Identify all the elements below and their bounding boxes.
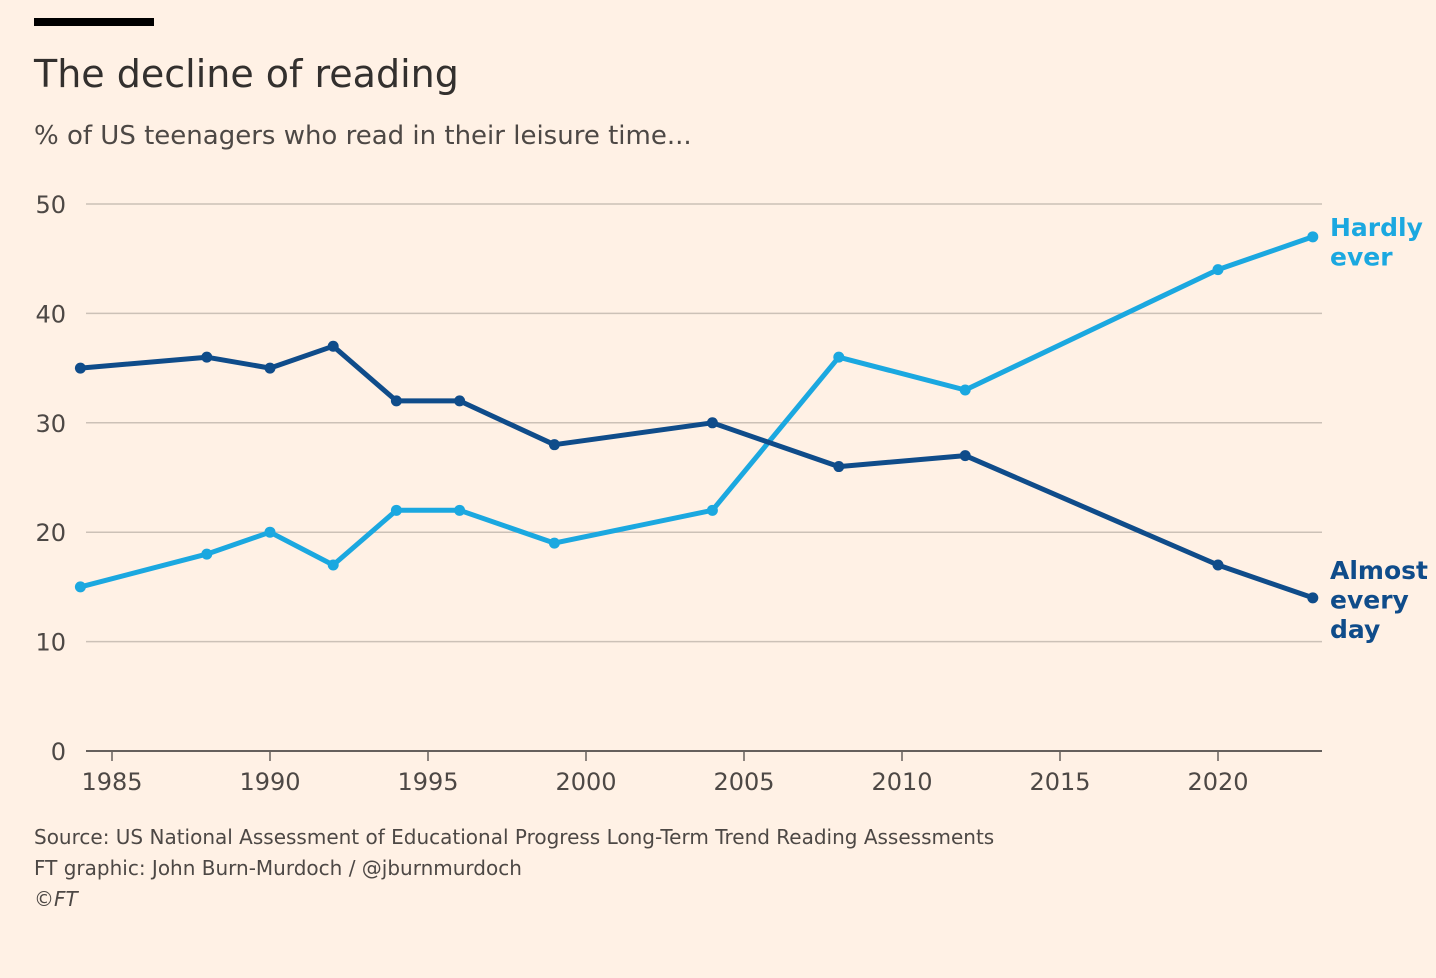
data-point-hardly-ever-1990 [264, 526, 276, 538]
y-tick-label-50: 50 [35, 191, 66, 219]
x-tick-label-1995: 1995 [397, 768, 458, 796]
x-tick-label-2010: 2010 [871, 768, 932, 796]
data-point-hardly-ever-2023 [1307, 231, 1319, 243]
data-point-hardly-ever-1984 [74, 581, 86, 593]
y-tick-label-30: 30 [35, 410, 66, 438]
x-tick-label-2000: 2000 [555, 768, 616, 796]
x-tick-label-1985: 1985 [81, 768, 142, 796]
data-point-almost-every-day-2012 [959, 450, 971, 462]
credit-note: FT graphic: John Burn-Murdoch / @jburnmu… [34, 856, 522, 880]
ft-top-bar [34, 18, 154, 26]
y-tick-label-40: 40 [35, 300, 66, 328]
data-point-almost-every-day-2020 [1212, 559, 1224, 571]
data-point-almost-every-day-1994 [390, 395, 402, 407]
series-label-almost-every-day-line-2: every [1330, 585, 1409, 614]
data-point-hardly-ever-1999 [548, 537, 560, 549]
data-point-hardly-ever-2008 [833, 351, 845, 363]
series-label-almost-every-day-line-1: Almost [1330, 556, 1428, 585]
data-point-hardly-ever-1994 [390, 504, 402, 516]
series-label-hardly-ever-line-2: ever [1330, 242, 1393, 271]
data-point-almost-every-day-1996 [454, 395, 466, 407]
data-point-hardly-ever-1992 [327, 559, 339, 571]
x-tick-label-2015: 2015 [1029, 768, 1090, 796]
y-tick-label-10: 10 [35, 629, 66, 657]
chart-footer: Source: US National Assessment of Educat… [34, 822, 994, 915]
data-point-almost-every-day-2023 [1307, 592, 1319, 604]
copyright-note: ©FT [34, 887, 78, 911]
data-point-almost-every-day-1999 [548, 439, 560, 451]
data-point-almost-every-day-2008 [833, 461, 845, 473]
chart-subtitle: % of US teenagers who read in their leis… [34, 121, 692, 151]
y-tick-label-0: 0 [51, 738, 66, 766]
series-label-hardly-ever-line-1: Hardly [1330, 213, 1423, 242]
data-point-almost-every-day-1988 [201, 351, 213, 363]
data-point-almost-every-day-1990 [264, 362, 276, 374]
data-point-almost-every-day-2004 [706, 417, 718, 429]
series-line-almost-every-day [77, 343, 1316, 601]
series-label-almost-every-day-line-3: day [1330, 615, 1380, 644]
x-tick-label-1990: 1990 [239, 768, 300, 796]
series-line-hardly-ever [77, 234, 1316, 590]
data-point-hardly-ever-1996 [454, 504, 466, 516]
source-note: Source: US National Assessment of Educat… [34, 825, 995, 849]
data-point-hardly-ever-2004 [706, 504, 718, 516]
chart-title: The decline of reading [34, 52, 459, 96]
data-point-hardly-ever-2020 [1212, 264, 1224, 276]
x-tick-label-2005: 2005 [713, 768, 774, 796]
data-point-hardly-ever-2012 [959, 384, 971, 396]
y-tick-label-20: 20 [35, 519, 66, 547]
data-point-almost-every-day-1984 [74, 362, 86, 374]
x-tick-label-2020: 2020 [1187, 768, 1248, 796]
data-point-hardly-ever-1988 [201, 548, 213, 560]
data-point-almost-every-day-1992 [327, 340, 339, 352]
